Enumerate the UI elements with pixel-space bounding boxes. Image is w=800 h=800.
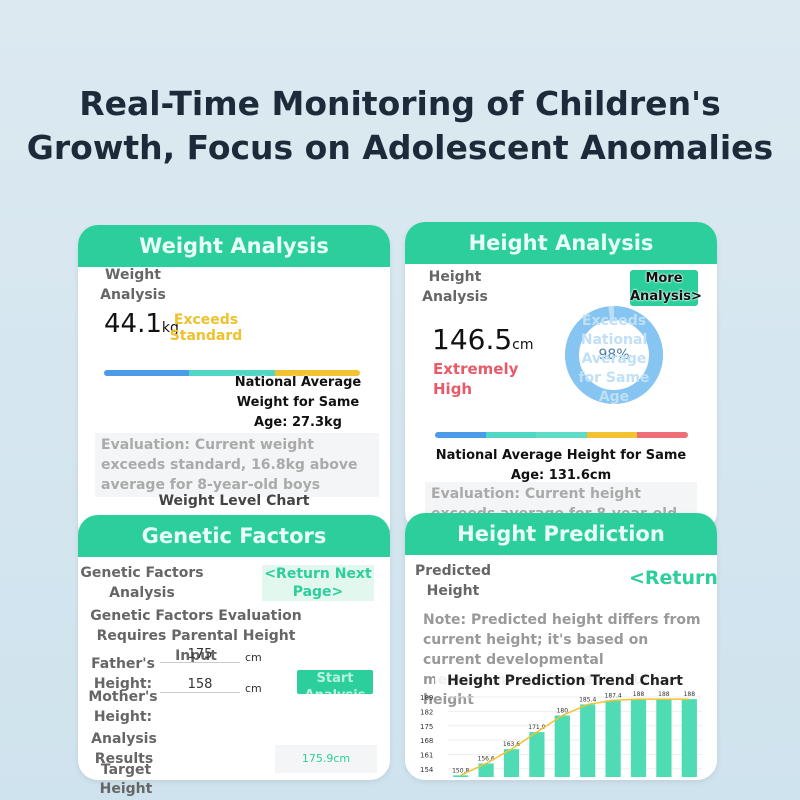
father-label: Father's Height:: [91, 656, 155, 692]
instruction: Genetic Factors Evaluation Requires Pare…: [90, 608, 302, 664]
father-input[interactable]: 175: [160, 647, 240, 663]
status: Extremely High: [433, 360, 519, 398]
bar-label: 188: [684, 691, 696, 698]
bar-label: 171.9: [528, 724, 545, 731]
y-tick-label: 189: [420, 694, 433, 702]
donut-label: 98%: [598, 347, 629, 363]
result: 175.9cm: [275, 745, 377, 773]
chart-title: Height Prediction Trend Chart: [435, 673, 695, 689]
bar-label: 188: [658, 691, 670, 698]
bar: [503, 749, 520, 777]
card-header: Height Prediction: [405, 513, 717, 555]
evaluation: Evaluation: Current weight exceeds stand…: [95, 433, 379, 497]
donut-caption: Exceeds National Average for Same Age: [578, 313, 650, 405]
height-card: Height Analysis Height Analysis More Ana…: [405, 222, 717, 532]
bar-label: 163.6: [503, 741, 520, 748]
start-button[interactable]: Start Analysis: [297, 670, 373, 694]
page-title: Real-Time Monitoring of Children's Growt…: [0, 82, 800, 170]
genetic-card: Genetic Factors Genetic Factors Analysis…: [78, 515, 390, 797]
card-header: Genetic Factors: [78, 515, 390, 557]
weight-value: 44.1kg: [104, 309, 179, 339]
card-header: Weight Analysis: [78, 225, 390, 267]
label: Weight Analysis: [100, 267, 166, 303]
bar-label: 156.6: [478, 755, 495, 762]
label: Height Analysis: [422, 269, 488, 305]
bar-label: 188: [633, 691, 645, 698]
more-button[interactable]: More Analysis>: [630, 270, 702, 306]
chart: 154 161 168 175 182 189 150.8 156.6 163.6 171.9 18…: [420, 691, 702, 777]
y-tick-label: 154: [420, 766, 434, 774]
bar: [529, 732, 545, 777]
unit: cm: [245, 651, 262, 664]
y-tick-label: 168: [420, 737, 433, 745]
unit: kg: [161, 320, 179, 336]
donut: 98%: [565, 306, 663, 404]
value: 146.5: [432, 323, 513, 356]
target-label: Target Height: [99, 762, 153, 797]
bar-label: 185.4: [579, 696, 596, 703]
bar: [453, 775, 469, 777]
y-tick-label: 161: [420, 751, 433, 759]
unit: cm: [512, 337, 534, 353]
label: Predicted Height: [415, 563, 491, 599]
return-link[interactable]: <Return Next Page>: [262, 565, 374, 601]
donut-arc: [565, 306, 663, 404]
mother-label: Mother's Height:: [88, 689, 158, 725]
bar-label: 180: [557, 708, 569, 715]
value: 44.1: [104, 309, 162, 339]
results-label: Analysis Results: [91, 731, 157, 767]
bar: [554, 715, 570, 777]
average: National Average Weight for Same Age: 27…: [234, 375, 362, 430]
chart-title: Weight Level Chart: [158, 493, 310, 509]
prediction-card: Height Prediction Predicted Height <Retu…: [405, 513, 718, 780]
bar: [605, 700, 621, 777]
mother-input[interactable]: 158: [160, 677, 240, 693]
bar: [630, 699, 647, 777]
label: Genetic Factors Analysis: [80, 565, 204, 601]
card-header: Height Analysis: [405, 222, 717, 264]
y-tick-label: 175: [420, 723, 433, 731]
bar: [478, 763, 494, 777]
bar: [681, 699, 697, 777]
y-tick-label: 182: [420, 708, 433, 716]
unit: cm: [245, 682, 262, 695]
level-bar: [104, 370, 360, 376]
height-value: 146.5cm: [432, 323, 534, 356]
title-line: Real-Time Monitoring of Children's: [79, 84, 721, 123]
level-bar: [435, 432, 688, 438]
status: Exceeds Standard: [169, 312, 243, 344]
weight-card: Weight Analysis Weight Analysis 44.1kg E…: [78, 225, 390, 545]
trend-line: [460, 698, 690, 777]
bar-label: 150.8: [452, 767, 469, 774]
title-line: Growth, Focus on Adolescent Anomalies: [26, 128, 774, 167]
return-link[interactable]: <Return: [629, 567, 718, 589]
average: National Average Height for Same Age: 13…: [435, 448, 687, 483]
bar-label: 187.4: [605, 692, 622, 699]
bar: [580, 704, 596, 777]
bar: [656, 699, 672, 777]
